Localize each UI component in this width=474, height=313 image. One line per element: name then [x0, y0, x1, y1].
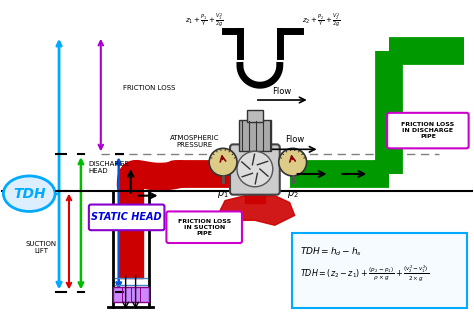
- Text: TDH: TDH: [13, 187, 46, 201]
- Text: Flow: Flow: [272, 87, 292, 96]
- Text: FRICTION LOSS: FRICTION LOSS: [123, 85, 175, 91]
- Text: $p_1$: $p_1$: [217, 188, 229, 200]
- FancyBboxPatch shape: [166, 212, 242, 243]
- Text: ATMOSPHERIC
PRESSURE: ATMOSPHERIC PRESSURE: [170, 135, 219, 148]
- FancyBboxPatch shape: [230, 144, 280, 195]
- Text: $TDH=(z_2-z_1)+\frac{(p_2-p_1)}{\rho \times g}+\frac{(v_2^2-v_1^2)}{2 \times g}$: $TDH=(z_2-z_1)+\frac{(p_2-p_1)}{\rho \ti…: [300, 264, 428, 283]
- Circle shape: [209, 148, 237, 176]
- Bar: [239, 120, 271, 151]
- Text: FRICTION LOSS
IN SUCTION
PIPE: FRICTION LOSS IN SUCTION PIPE: [178, 219, 231, 235]
- Ellipse shape: [3, 176, 55, 212]
- FancyBboxPatch shape: [387, 113, 469, 148]
- Polygon shape: [220, 196, 295, 225]
- FancyBboxPatch shape: [89, 205, 164, 230]
- Text: $TDH=h_d-h_s$: $TDH=h_d-h_s$: [300, 246, 362, 259]
- Bar: [247, 110, 263, 122]
- Text: FRICTION LOSS
IN DISCHARGE
PIPE: FRICTION LOSS IN DISCHARGE PIPE: [401, 122, 455, 139]
- Text: Flow: Flow: [285, 136, 304, 144]
- Bar: [113, 287, 148, 302]
- Text: STATIC HEAD: STATIC HEAD: [91, 212, 162, 222]
- Circle shape: [279, 148, 307, 176]
- Text: $z_1+\frac{P_1}{\gamma}+\frac{V_1^2}{2g}$: $z_1+\frac{P_1}{\gamma}+\frac{V_1^2}{2g}…: [184, 11, 223, 29]
- Text: $p_2$: $p_2$: [287, 188, 299, 200]
- Text: SUCTION
LIFT: SUCTION LIFT: [26, 241, 57, 254]
- Text: DISCHARGE
HEAD: DISCHARGE HEAD: [89, 161, 130, 174]
- FancyBboxPatch shape: [292, 233, 466, 308]
- Text: $z_2+\frac{P_2}{\gamma}+\frac{V_2^2}{2g}$: $z_2+\frac{P_2}{\gamma}+\frac{V_2^2}{2g}…: [301, 11, 340, 29]
- Circle shape: [237, 151, 273, 187]
